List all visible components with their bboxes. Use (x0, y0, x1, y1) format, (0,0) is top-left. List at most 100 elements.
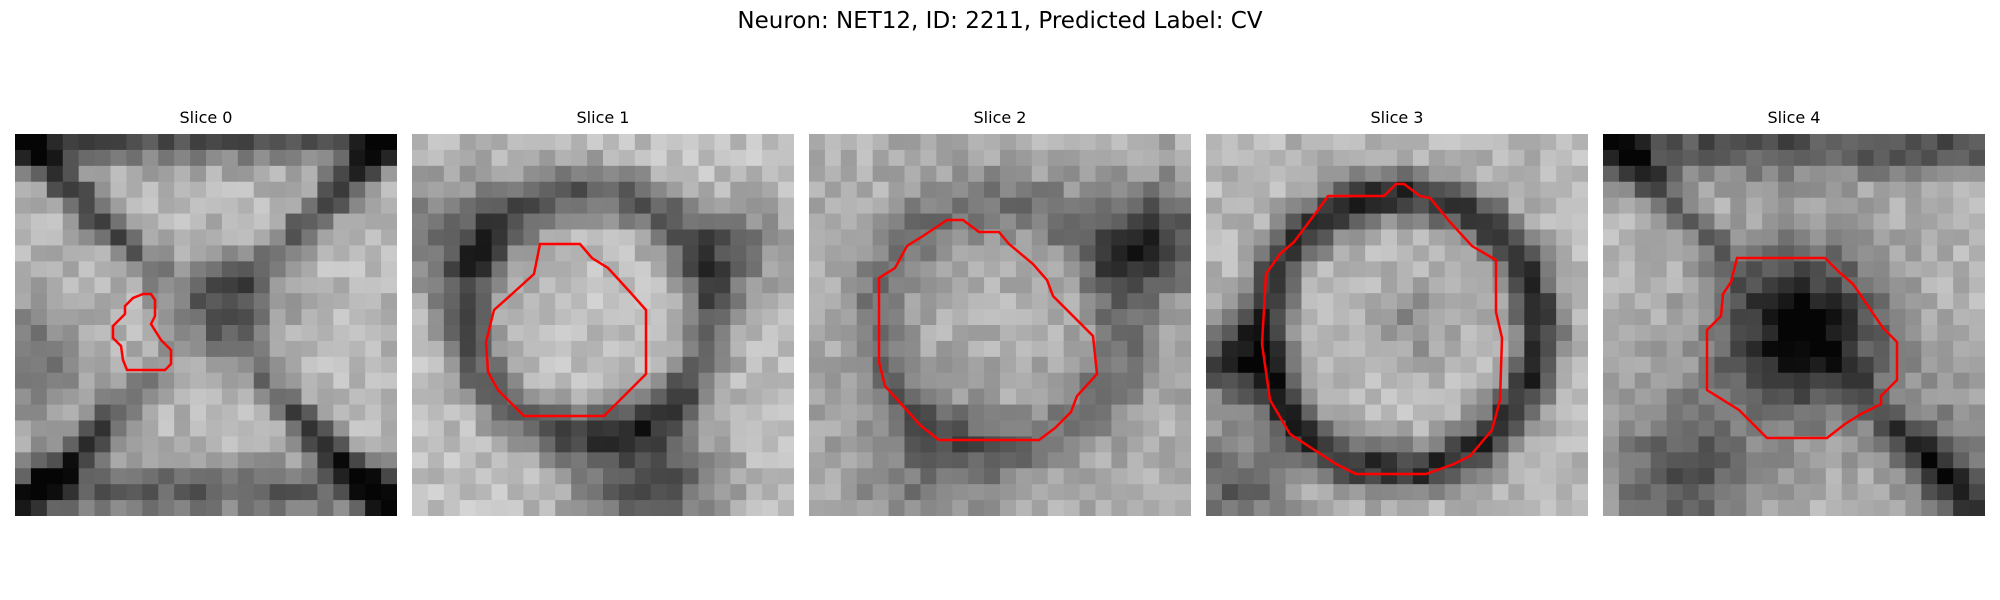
image-pixel (317, 181, 334, 199)
image-pixel (285, 277, 303, 294)
image-pixel (1969, 181, 1985, 199)
image-pixel (1746, 468, 1763, 485)
image-pixel (809, 404, 826, 422)
image-pixel (174, 293, 191, 310)
image-pixel (1206, 134, 1223, 151)
image-pixel (1730, 197, 1747, 215)
image-pixel (475, 468, 493, 485)
image-pixel (317, 277, 334, 294)
image-pixel (1540, 468, 1557, 485)
image-pixel (1603, 388, 1620, 406)
image-pixel (1825, 436, 1843, 453)
image-pixel (1428, 372, 1446, 390)
image-pixel (412, 261, 429, 278)
image-pixel (1397, 356, 1414, 374)
image-pixel (1492, 420, 1510, 438)
image-pixel (1698, 277, 1716, 294)
image-pixel (507, 404, 525, 422)
image-pixel (856, 165, 874, 183)
image-pixel (984, 420, 1001, 438)
image-pixel (1794, 420, 1811, 438)
image-pixel (491, 293, 509, 310)
image-pixel (952, 293, 969, 310)
image-pixel (94, 261, 112, 278)
image-pixel (1269, 165, 1287, 183)
image-pixel (1301, 356, 1319, 374)
image-pixel (1397, 404, 1414, 422)
image-pixel (1397, 388, 1414, 406)
image-pixel (634, 309, 652, 326)
image-pixel (888, 213, 906, 231)
image-pixel (1778, 420, 1795, 438)
image-pixel (1000, 309, 1017, 326)
image-pixel (1603, 325, 1620, 342)
image-pixel (746, 245, 763, 262)
image-pixel (381, 404, 397, 422)
image-pixel (1381, 293, 1398, 310)
image-pixel (443, 309, 461, 326)
image-pixel (1000, 165, 1017, 183)
image-pixel (984, 245, 1001, 262)
image-pixel (1857, 468, 1875, 485)
image-pixel (555, 452, 572, 469)
image-pixel (1953, 468, 1970, 485)
image-pixel (1714, 149, 1731, 167)
image-pixel (1809, 420, 1827, 438)
image-pixel (1666, 404, 1684, 422)
image-pixel (30, 436, 48, 453)
image-pixel (603, 261, 620, 278)
image-pixel (30, 261, 48, 278)
image-pixel (365, 372, 382, 390)
image-pixel (1397, 213, 1414, 231)
image-pixel (269, 261, 287, 278)
image-pixel (78, 372, 96, 390)
image-pixel (269, 436, 287, 453)
image-pixel (1063, 500, 1081, 516)
image-pixel (1714, 309, 1731, 326)
image-pixel (1237, 468, 1255, 485)
image-pixel (968, 165, 985, 183)
image-pixel (1269, 149, 1287, 167)
image-pixel (158, 404, 175, 422)
image-pixel (1159, 181, 1176, 199)
image-pixel (762, 229, 779, 247)
image-pixel (1556, 197, 1573, 215)
image-pixel (555, 420, 572, 438)
image-pixel (174, 309, 191, 326)
image-pixel (1175, 197, 1191, 215)
image-pixel (427, 500, 445, 516)
image-pixel (1317, 436, 1334, 453)
image-pixel (1397, 468, 1414, 485)
image-pixel (1746, 245, 1763, 262)
image-pixel (1111, 181, 1128, 199)
image-pixel (1508, 372, 1525, 390)
image-pixel (1444, 500, 1462, 516)
image-pixel (237, 468, 255, 485)
image-pixel (475, 372, 493, 390)
image-pixel (1253, 500, 1271, 516)
image-pixel (507, 436, 525, 453)
image-pixel (746, 261, 763, 278)
image-pixel (1841, 484, 1859, 501)
image-pixel (952, 229, 969, 247)
image-pixel (78, 356, 96, 374)
image-pixel (984, 293, 1001, 310)
image-pixel (1841, 261, 1859, 278)
image-pixel (1000, 213, 1017, 231)
image-pixel (666, 213, 684, 231)
image-pixel (1540, 277, 1557, 294)
image-pixel (412, 325, 429, 342)
image-pixel (1333, 245, 1350, 262)
image-pixel (856, 149, 874, 167)
image-pixel (1778, 372, 1795, 390)
image-pixel (110, 309, 128, 326)
image-pixel (1143, 261, 1160, 278)
image-pixel (1556, 388, 1573, 406)
image-pixel (15, 277, 32, 294)
image-pixel (920, 500, 937, 516)
image-pixel (1969, 436, 1985, 453)
image-pixel (1905, 261, 1922, 278)
slice-image-0 (15, 134, 397, 516)
image-pixel (1618, 325, 1636, 342)
image-pixel (333, 181, 350, 199)
